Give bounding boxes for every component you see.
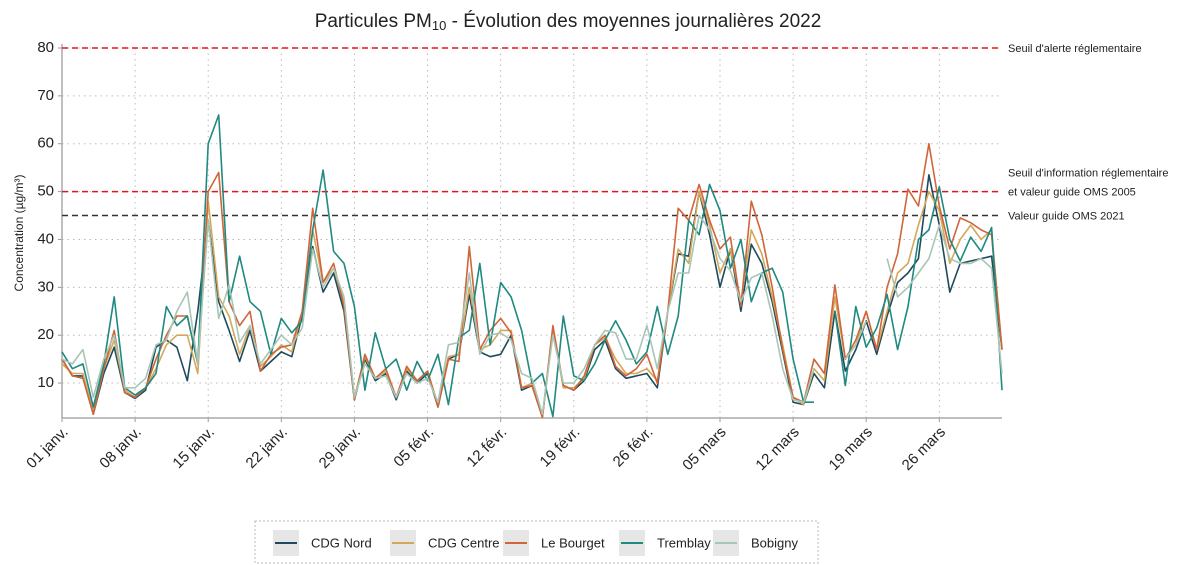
x-tick-label: 19 févr.: [537, 424, 584, 471]
x-tick-label: 08 janv.: [96, 424, 144, 472]
x-tick-label: 22 janv.: [243, 424, 291, 472]
x-tick-label: 15 janv.: [169, 424, 217, 472]
y-tick-label: 40: [37, 230, 54, 247]
title-subscript: 10: [432, 18, 446, 33]
reference-label: et valeur guide OMS 2005: [1008, 187, 1136, 199]
legend-box: [254, 520, 819, 564]
legend-label: Le Bourget: [541, 535, 605, 550]
legend-label: CDG Nord: [311, 535, 372, 550]
y-tick-label: 60: [37, 135, 54, 152]
series-line: [61, 142, 1003, 419]
legend-item: Bobigny: [713, 530, 798, 556]
y-axis-title: Concentration (µg/m³): [12, 175, 26, 292]
y-tick-label: 30: [37, 278, 54, 295]
x-tick-label: 05 mars: [679, 424, 729, 474]
legend-label: Bobigny: [751, 535, 798, 550]
x-tick-label: 05 févr.: [390, 424, 437, 471]
x-tick-label: 26 mars: [899, 424, 949, 474]
x-tick-label: 12 mars: [752, 424, 802, 474]
legend-item: CDG Nord: [273, 530, 372, 556]
reference-label: Valeur guide OMS 2021: [1008, 210, 1125, 222]
title-part: - Évolution des moyennes journalières 20…: [446, 11, 821, 32]
x-tick-label: 12 févr.: [463, 424, 510, 471]
x-tick-label: 01 janv.: [23, 424, 71, 472]
y-tick-label: 10: [37, 374, 54, 391]
legend-item: Tremblay: [619, 530, 711, 556]
legend-item: CDG Centre: [390, 530, 500, 556]
y-tick-label: 80: [37, 39, 54, 56]
x-tick-label: 29 janv.: [316, 424, 364, 472]
series-line: [61, 114, 1003, 418]
reference-label: Seuil d'alerte réglementaire: [1008, 43, 1142, 55]
y-tick-label: 70: [37, 87, 54, 104]
title-part: Particules PM: [315, 11, 432, 32]
x-tick-label: 19 mars: [826, 424, 876, 474]
x-tick-label: 26 févr.: [610, 424, 657, 471]
y-tick-label: 20: [37, 326, 54, 343]
legend-label: CDG Centre: [428, 535, 500, 550]
chart-title: Particules PM10 - Évolution des moyennes…: [315, 11, 822, 33]
y-tick-label: 50: [37, 183, 54, 200]
legend-item: Le Bourget: [503, 530, 605, 556]
legend-label: Tremblay: [657, 535, 711, 550]
series-line: [61, 214, 1003, 415]
reference-label: Seuil d'information réglementaire: [1008, 168, 1168, 180]
